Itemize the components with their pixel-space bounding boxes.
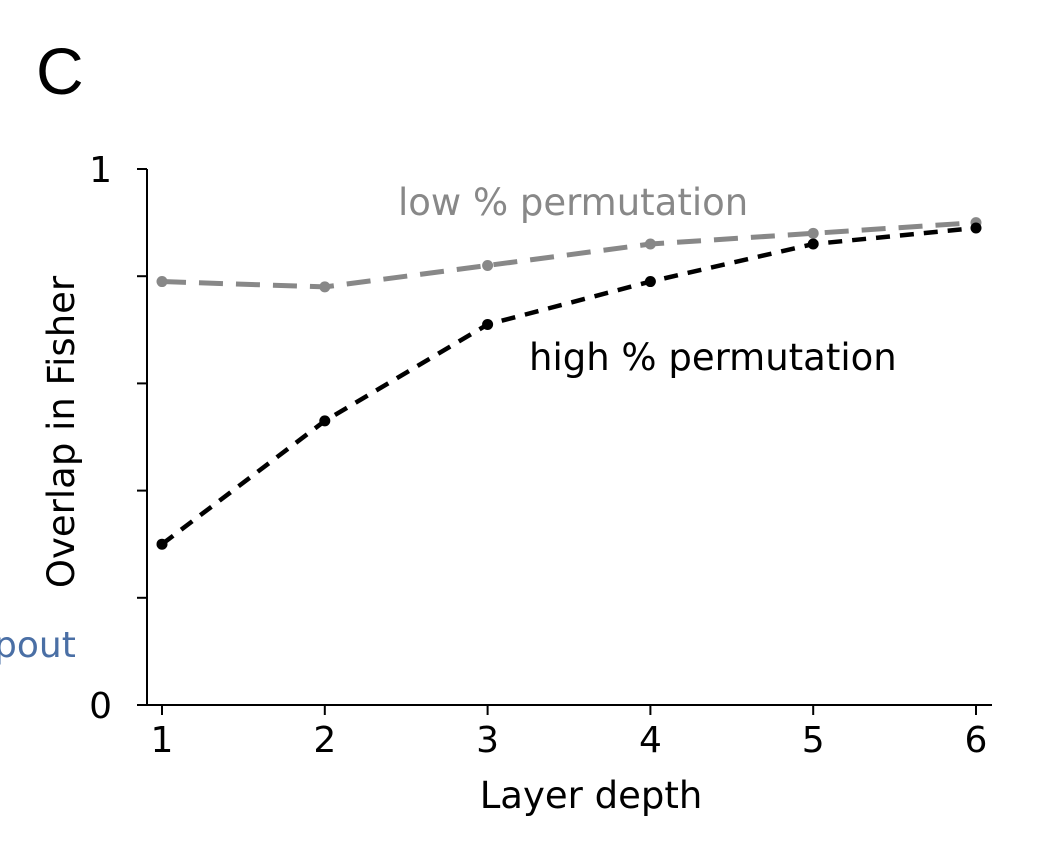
series-0-point <box>319 281 331 293</box>
y-axis-title: Overlap in Fisher <box>40 275 83 588</box>
x-tick-label: 4 <box>639 720 662 761</box>
x-tick-label: 3 <box>476 720 499 761</box>
y-tick-label: 1 <box>89 150 112 191</box>
x-tick-label: 6 <box>965 720 988 761</box>
series-0-point <box>482 259 494 271</box>
x-tick-label: 1 <box>151 720 174 761</box>
clipped-side-text: pout <box>0 625 76 666</box>
y-ticks: 01 <box>89 150 147 727</box>
series-label-low-permutation: low % permutation <box>398 181 748 224</box>
series-1-point <box>644 276 656 288</box>
y-tick-label: 0 <box>89 686 112 727</box>
series-1-point <box>156 538 168 550</box>
panel-label: C <box>36 34 84 108</box>
series-0-line <box>161 220 977 290</box>
series-0-point <box>644 238 656 250</box>
x-tick-label: 2 <box>313 720 336 761</box>
series-1-point <box>807 238 819 250</box>
x-ticks: 1 2 3 4 5 6 <box>151 705 988 761</box>
series-layer <box>156 217 982 550</box>
series-1-point <box>319 415 331 427</box>
series-label-high-permutation: high % permutation <box>529 336 897 379</box>
series-0-point <box>156 276 168 288</box>
x-axis-title: Layer depth <box>480 774 703 817</box>
series-0-point <box>807 227 819 239</box>
series-1-point <box>970 222 982 234</box>
series-1-line <box>160 225 977 546</box>
series-1-point <box>482 318 494 330</box>
x-tick-label: 5 <box>802 720 825 761</box>
